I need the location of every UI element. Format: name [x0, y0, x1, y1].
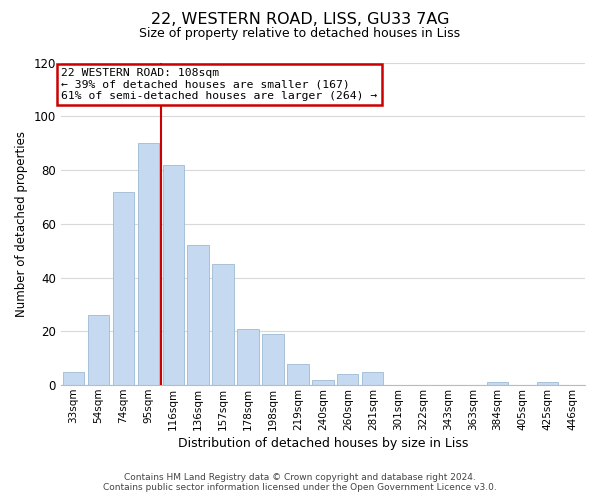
Bar — [362, 372, 383, 385]
Bar — [113, 192, 134, 385]
Bar — [487, 382, 508, 385]
Bar — [163, 164, 184, 385]
Bar — [287, 364, 308, 385]
Bar — [62, 372, 84, 385]
Bar — [238, 328, 259, 385]
Bar — [262, 334, 284, 385]
Bar — [312, 380, 334, 385]
Bar — [137, 143, 159, 385]
Bar — [88, 315, 109, 385]
Text: 22, WESTERN ROAD, LISS, GU33 7AG: 22, WESTERN ROAD, LISS, GU33 7AG — [151, 12, 449, 28]
Text: Contains HM Land Registry data © Crown copyright and database right 2024.
Contai: Contains HM Land Registry data © Crown c… — [103, 473, 497, 492]
Text: 22 WESTERN ROAD: 108sqm
← 39% of detached houses are smaller (167)
61% of semi-d: 22 WESTERN ROAD: 108sqm ← 39% of detache… — [61, 68, 377, 101]
Text: Size of property relative to detached houses in Liss: Size of property relative to detached ho… — [139, 28, 461, 40]
X-axis label: Distribution of detached houses by size in Liss: Distribution of detached houses by size … — [178, 437, 468, 450]
Y-axis label: Number of detached properties: Number of detached properties — [15, 131, 28, 317]
Bar — [337, 374, 358, 385]
Bar — [212, 264, 233, 385]
Bar — [537, 382, 558, 385]
Bar — [187, 246, 209, 385]
